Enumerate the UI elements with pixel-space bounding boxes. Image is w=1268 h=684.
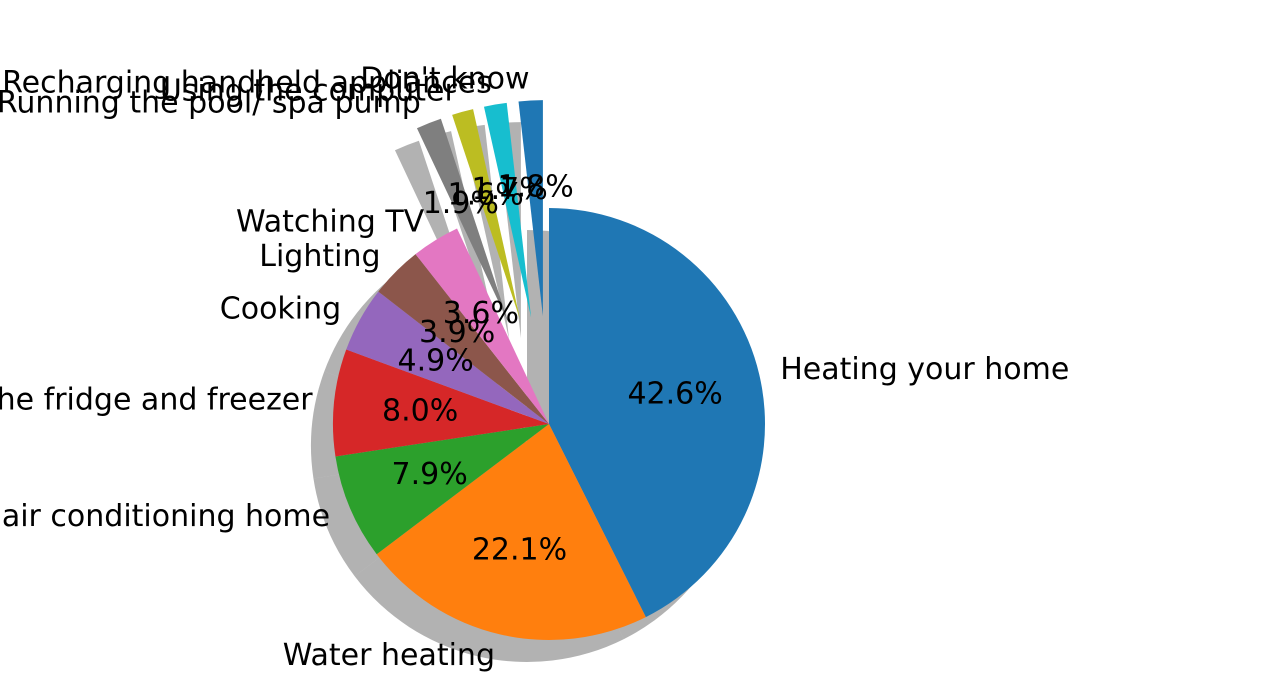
- percent-label-other-recharging-handheld-appliances: 1.7%: [471, 172, 547, 207]
- slice-other-recharging-handheld-appliances: [483, 102, 532, 318]
- slice-heating-your-home: [549, 208, 765, 618]
- slice-using-the-computer: [452, 109, 521, 320]
- percent-label-layer: 42.6% 22.1% 7.9% 8.0% 4.9%3.9%3.6% 1.9%1.6%1.…: [382, 169, 723, 567]
- slice-lighting: [378, 254, 549, 424]
- slice-layer: [332, 100, 765, 640]
- slice-label-layer: Heating your home Water heating Cooling/ a…: [0, 62, 1069, 673]
- percent-label-running-the-pool-spa-pump: 1.9%: [423, 186, 499, 221]
- percent-label-using-the-computer: 1.6%: [447, 178, 523, 213]
- slice-don-t-know: [518, 100, 543, 317]
- slice-water-heating: [376, 424, 646, 640]
- percent-label-heating-your-home: 42.6%: [627, 377, 722, 412]
- slice-label-watching-tv: Watching TV: [236, 204, 425, 239]
- slice-running-the-fridge-and-freezer: [332, 349, 549, 457]
- percent-label-lighting: 3.9%: [419, 315, 495, 350]
- slice-label-using-the-computer: Using the computer: [160, 73, 458, 108]
- percent-label-watching-tv: 3.6%: [443, 296, 519, 331]
- slice-label-cooling-air-conditioning-home: Cooling/ air conditioning home: [0, 499, 330, 534]
- slice-label-water-heating: Water heating: [283, 638, 495, 673]
- slice-label-lighting: Lighting: [259, 239, 380, 274]
- slice-cooking: [346, 291, 549, 424]
- slice-label-heating-your-home: Heating your home: [780, 352, 1069, 387]
- slice-label-running-the-fridge-and-freezer: Running the fridge and freezer: [0, 383, 313, 418]
- percent-label-don-t-know: 1.8%: [497, 169, 573, 204]
- slice-label-cooking: Cooking: [220, 291, 341, 326]
- slice-label-running-the-pool-spa-pump: Running the pool/ spa pump: [0, 86, 421, 121]
- percent-label-cooling-air-conditioning-home: 7.9%: [391, 457, 467, 492]
- slice-label-other-recharging-handheld-appliances: Other/ Recharging handheld appliances: [0, 66, 492, 101]
- percent-label-cooking: 4.9%: [397, 344, 473, 379]
- percent-label-running-the-fridge-and-freezer: 8.0%: [382, 394, 458, 429]
- slice-cooling-air-conditioning-home: [335, 424, 549, 555]
- slice-label-don-t-know: Don't know: [360, 62, 529, 97]
- percent-label-water-heating: 22.1%: [472, 533, 567, 568]
- slice-running-the-pool-spa-pump: [416, 118, 509, 324]
- slice-watching-tv: [415, 228, 549, 424]
